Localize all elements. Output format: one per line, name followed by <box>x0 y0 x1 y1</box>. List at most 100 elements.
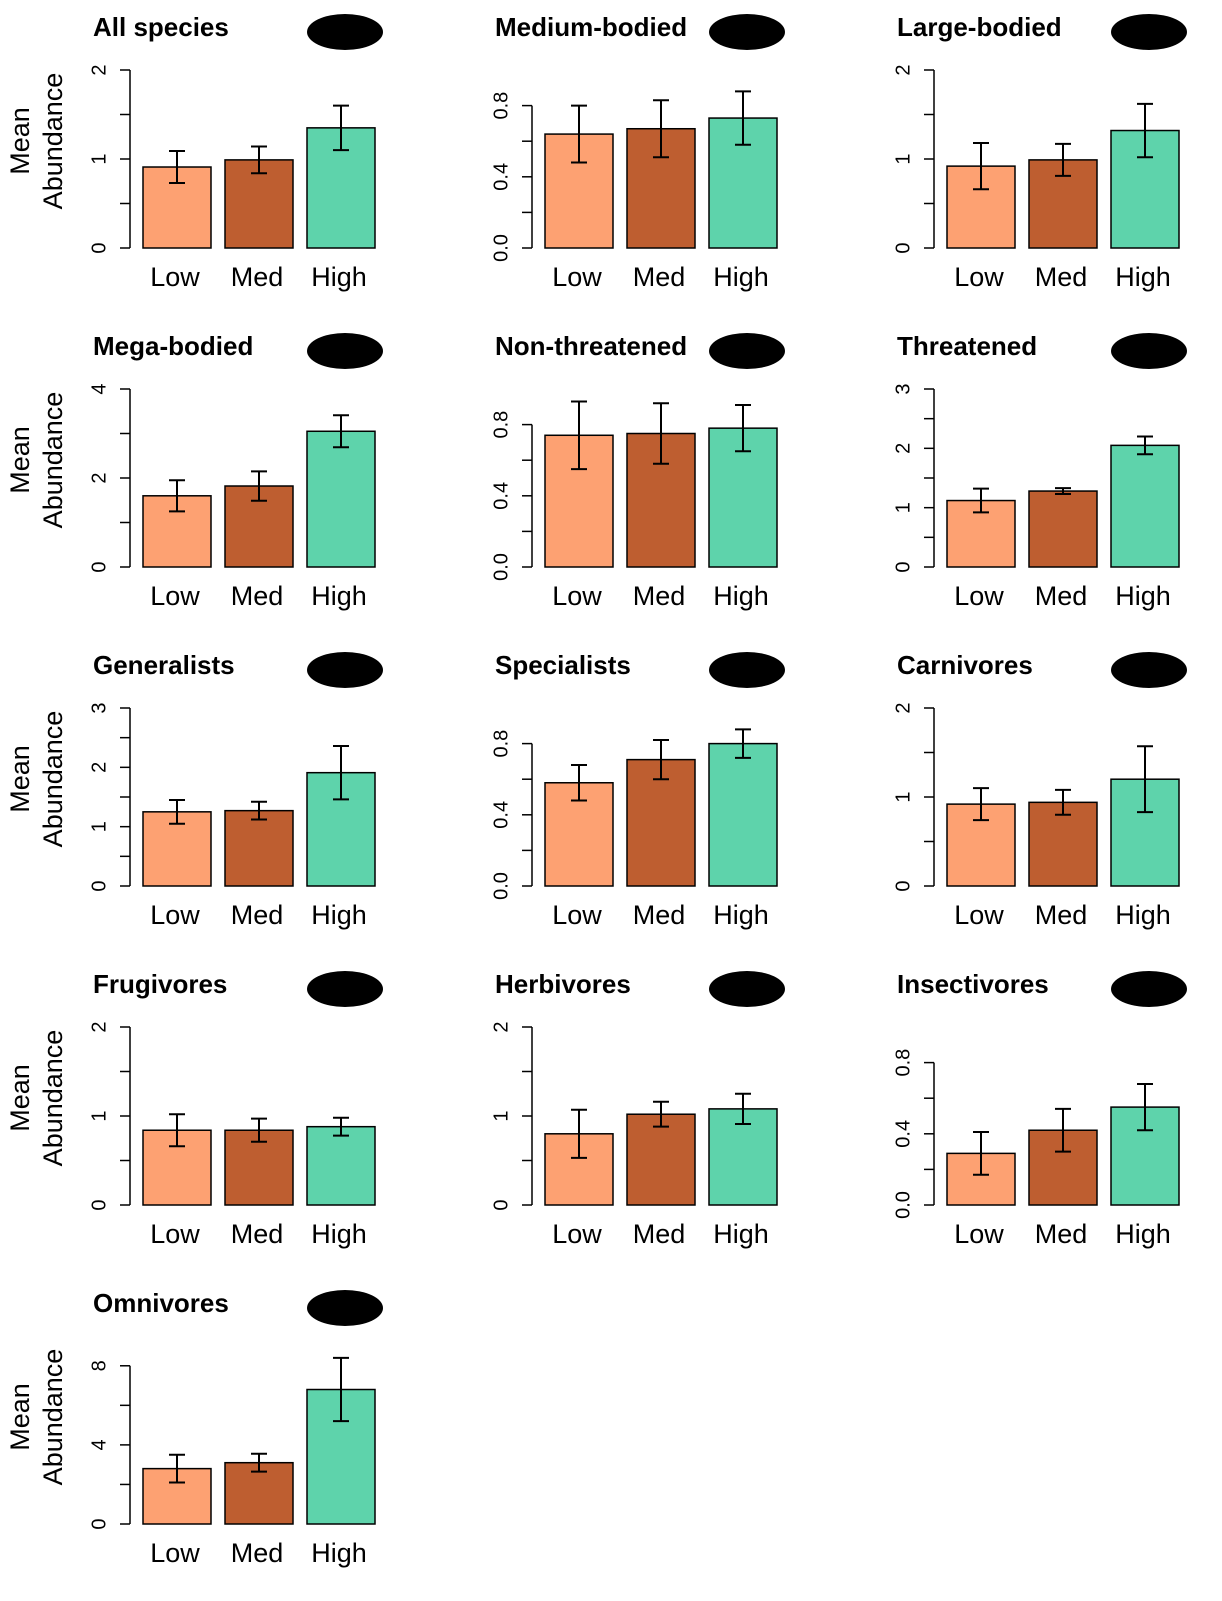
panel-title: Medium-bodied <box>495 12 687 42</box>
panel-title: Threatened <box>897 331 1037 361</box>
bar <box>142 811 212 887</box>
bar <box>306 1125 376 1206</box>
y-axis-label: Abundance <box>38 711 68 848</box>
panel-title: Frugivores <box>93 969 227 999</box>
error-bar <box>735 404 751 453</box>
error-bar <box>653 739 669 781</box>
x-tick-label: Low <box>150 900 200 930</box>
panel-title: Mega-bodied <box>93 331 253 361</box>
bar <box>142 1467 212 1525</box>
error-bar <box>333 104 349 152</box>
y-tick-label: 1 <box>490 1110 512 1121</box>
x-tick-label: Med <box>633 1219 686 1249</box>
bar <box>224 159 294 249</box>
error-bar <box>333 744 349 801</box>
bar <box>626 1113 696 1206</box>
y-tick-label: 0.8 <box>490 411 512 439</box>
y-tick-label: 0.8 <box>490 730 512 758</box>
silhouette <box>307 1290 383 1326</box>
silhouette <box>307 14 383 50</box>
error-bar <box>169 798 185 825</box>
error-bar <box>571 104 587 164</box>
y-tick-label: 0.8 <box>892 1049 914 1077</box>
y-tick-label: 2 <box>892 64 914 75</box>
x-tick-label: Med <box>231 900 284 930</box>
y-axis-label: Mean <box>5 107 35 175</box>
y-axis-label: Mean <box>5 1064 35 1132</box>
error-bar <box>653 402 669 465</box>
panel: Carnivores 0 1 2 Low Med High <box>892 650 1187 930</box>
y-tick-label: 0 <box>490 1199 512 1210</box>
panel: Omnivores Mean Abundance 0 4 8 Low Med High <box>5 1288 383 1568</box>
error-bar <box>251 145 267 175</box>
panel-title: Large-bodied <box>897 12 1062 42</box>
silhouette <box>709 14 785 50</box>
x-tick-label: Low <box>552 581 602 611</box>
x-tick-label: Low <box>954 581 1004 611</box>
y-tick-label: 0.4 <box>490 482 512 510</box>
error-bar <box>973 1131 989 1176</box>
y-tick-label: 0 <box>892 561 914 572</box>
x-tick-label: High <box>1115 1219 1171 1249</box>
y-tick-label: 0 <box>88 242 110 253</box>
y-tick-label: 0 <box>892 242 914 253</box>
error-bar <box>1137 1082 1153 1132</box>
error-bar <box>973 787 989 822</box>
panel: Non-threatened 0.0 0.4 0.8 Low Med High <box>490 331 785 611</box>
error-bar <box>169 149 185 185</box>
error-bar <box>735 90 751 146</box>
bar <box>224 1461 294 1525</box>
x-tick-label: Low <box>954 1219 1004 1249</box>
error-bar <box>571 763 587 802</box>
error-bar <box>1137 435 1153 456</box>
x-tick-label: Med <box>231 1219 284 1249</box>
bar <box>708 742 778 887</box>
panel: Generalists Mean Abundance 0 1 2 3 Low Med High <box>5 650 383 930</box>
x-tick-label: Med <box>633 581 686 611</box>
silhouette <box>709 971 785 1007</box>
error-bar <box>1055 1107 1071 1153</box>
x-tick-label: Med <box>1035 1219 1088 1249</box>
x-tick-label: Med <box>1035 581 1088 611</box>
error-bar <box>169 479 185 513</box>
error-bar <box>1055 142 1071 177</box>
y-tick-label: 0.8 <box>490 92 512 120</box>
bar <box>1028 490 1098 568</box>
x-tick-label: High <box>311 900 367 930</box>
x-tick-label: Med <box>1035 262 1088 292</box>
silhouette <box>1111 971 1187 1007</box>
y-tick-label: 0 <box>88 561 110 572</box>
panel: Frugivores Mean Abundance 0 1 2 Low Med High <box>5 969 383 1249</box>
error-bar <box>251 1452 267 1473</box>
error-bar <box>653 1100 669 1128</box>
y-tick-label: 1 <box>892 791 914 802</box>
x-tick-label: Med <box>1035 900 1088 930</box>
x-tick-label: Low <box>150 1219 200 1249</box>
y-tick-label: 1 <box>88 1110 110 1121</box>
y-tick-label: 3 <box>892 383 914 394</box>
y-tick-label: 1 <box>892 502 914 513</box>
panel-title: Generalists <box>93 650 235 680</box>
x-tick-label: High <box>311 262 367 292</box>
panel: Insectivores 0.0 0.4 0.8 Low Med High <box>892 969 1187 1249</box>
y-tick-label: 0.0 <box>490 553 512 581</box>
panel-title: Carnivores <box>897 650 1033 680</box>
error-bar <box>735 728 751 759</box>
y-tick-label: 3 <box>88 702 110 713</box>
error-bar <box>571 1108 587 1159</box>
y-tick-label: 2 <box>88 472 110 483</box>
silhouette <box>1111 652 1187 688</box>
error-bar <box>735 1092 751 1126</box>
error-bar <box>653 99 669 159</box>
silhouette <box>709 333 785 369</box>
x-tick-label: High <box>713 262 769 292</box>
y-tick-label: 0 <box>892 880 914 891</box>
panel: Threatened 0 1 2 3 Low Med High <box>892 331 1187 611</box>
y-tick-label: 8 <box>88 1360 110 1371</box>
x-tick-label: Low <box>150 262 200 292</box>
x-tick-label: High <box>1115 262 1171 292</box>
bar <box>1028 159 1098 249</box>
panel-title: Non-threatened <box>495 331 687 361</box>
y-axis-label: Mean <box>5 426 35 494</box>
